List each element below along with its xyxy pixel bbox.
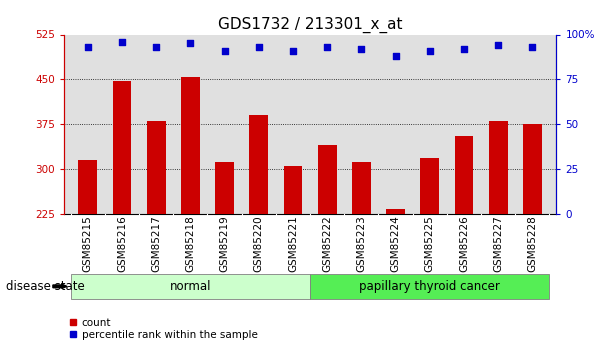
Point [288,48,298,53]
Bar [112,81,131,214]
Point [254,44,264,50]
Point [391,53,401,59]
Text: GSM85219: GSM85219 [219,215,230,272]
Bar [455,136,474,214]
Bar [78,160,97,214]
Text: GSM85228: GSM85228 [527,215,537,272]
Bar [215,162,234,214]
Text: GSM85216: GSM85216 [117,215,127,272]
Text: GSM85224: GSM85224 [390,215,401,272]
Legend: count, percentile rank within the sample: count, percentile rank within the sample [69,318,257,340]
Bar [489,121,508,214]
Bar [386,209,405,214]
Point [493,42,503,48]
Point [528,44,537,50]
Text: GSM85227: GSM85227 [493,215,503,272]
Text: disease state: disease state [6,280,85,293]
Point [185,41,195,46]
Bar [352,162,371,214]
Text: GSM85215: GSM85215 [83,215,93,272]
Point [83,44,92,50]
Text: GSM85223: GSM85223 [356,215,367,272]
Point [322,44,332,50]
Text: papillary thyroid cancer: papillary thyroid cancer [359,280,500,293]
Text: GSM85220: GSM85220 [254,215,264,272]
Text: GSM85217: GSM85217 [151,215,161,272]
Title: GDS1732 / 213301_x_at: GDS1732 / 213301_x_at [218,17,402,33]
Bar [181,77,200,214]
Bar [147,121,165,214]
Point [219,48,229,53]
Bar [71,274,310,299]
Bar [523,124,542,214]
Text: GSM85226: GSM85226 [459,215,469,272]
Text: GSM85225: GSM85225 [425,215,435,272]
Bar [249,115,268,214]
Bar [318,145,337,214]
Text: normal: normal [170,280,211,293]
Bar [283,166,302,214]
Point [459,46,469,52]
Text: GSM85222: GSM85222 [322,215,332,272]
Bar [310,274,550,299]
Text: GSM85218: GSM85218 [185,215,195,272]
Point [425,48,435,53]
Point [356,46,366,52]
Point [151,44,161,50]
Bar [420,158,439,214]
Text: GSM85221: GSM85221 [288,215,298,272]
Point [117,39,127,45]
